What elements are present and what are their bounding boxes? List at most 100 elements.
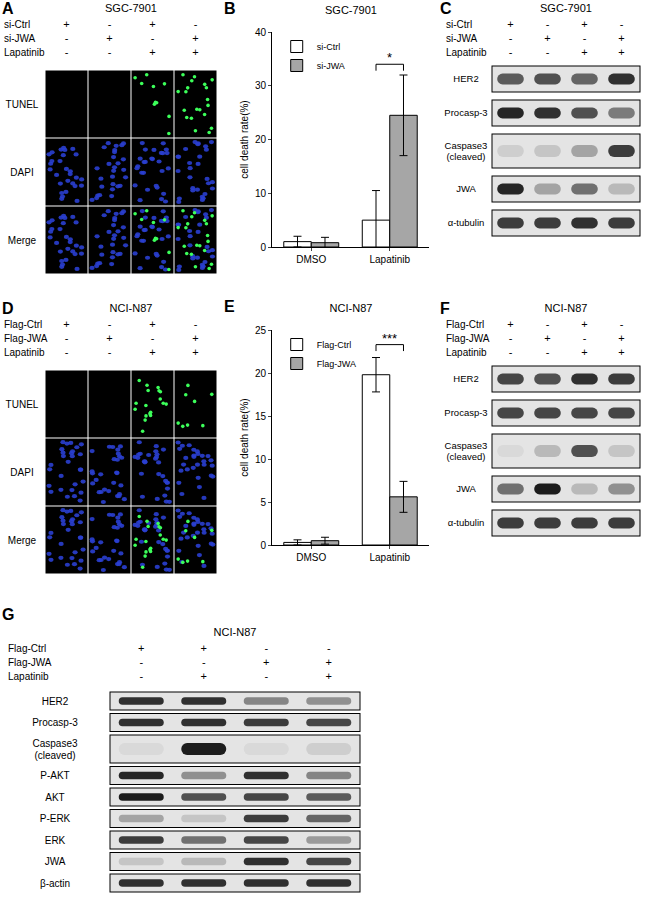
svg-text:10: 10: [255, 188, 267, 199]
svg-text:+: +: [618, 346, 624, 358]
svg-text:-: -: [620, 18, 624, 30]
svg-text:-: -: [194, 18, 198, 30]
svg-text:HER2: HER2: [453, 373, 478, 384]
svg-text:-: -: [546, 46, 550, 58]
svg-text:-: -: [509, 46, 513, 58]
svg-text:Procasp-3: Procasp-3: [444, 107, 487, 118]
svg-text:si-Ctrl: si-Ctrl: [317, 42, 341, 52]
svg-text:Lapatinib: Lapatinib: [8, 671, 49, 682]
svg-text:+: +: [149, 346, 155, 358]
svg-text:+: +: [192, 32, 198, 44]
svg-text:Procasp-3: Procasp-3: [444, 407, 487, 418]
svg-text:+: +: [192, 46, 198, 58]
svg-text:-: -: [509, 32, 513, 44]
svg-text:+: +: [581, 46, 587, 58]
svg-text:-: -: [264, 670, 268, 682]
svg-text:(cleaved): (cleaved): [34, 750, 75, 761]
svg-text:JWA: JWA: [456, 483, 476, 494]
svg-text:ERK: ERK: [45, 835, 66, 846]
svg-text:+: +: [581, 318, 587, 330]
svg-text:5: 5: [260, 497, 266, 508]
svg-text:+: +: [192, 346, 198, 358]
svg-text:Caspase3: Caspase3: [445, 440, 488, 451]
svg-text:Lapatinib: Lapatinib: [4, 347, 45, 358]
svg-text:TUNEL: TUNEL: [6, 399, 39, 410]
svg-text:A: A: [2, 0, 14, 17]
svg-text:-: -: [509, 346, 513, 358]
svg-text:SGC-7901: SGC-7901: [105, 2, 157, 14]
svg-text:-: -: [509, 332, 513, 344]
svg-text:-: -: [65, 346, 69, 358]
svg-text:+: +: [326, 670, 332, 682]
svg-text:Merge: Merge: [8, 535, 37, 546]
svg-text:DMSO: DMSO: [296, 254, 326, 265]
svg-text:AKT: AKT: [45, 792, 64, 803]
svg-text:30: 30: [255, 80, 267, 91]
svg-text:-: -: [194, 318, 198, 330]
svg-text:+: +: [106, 32, 112, 44]
svg-text:SGC-7901: SGC-7901: [540, 2, 592, 14]
svg-text:*: *: [387, 50, 392, 65]
svg-text:+: +: [326, 656, 332, 668]
svg-text:+: +: [618, 32, 624, 44]
svg-text:Lapatinib: Lapatinib: [446, 347, 487, 358]
svg-text:+: +: [149, 46, 155, 58]
svg-text:-: -: [108, 18, 112, 30]
svg-text:+: +: [618, 332, 624, 344]
svg-text:HER2: HER2: [42, 696, 69, 707]
svg-text:-: -: [620, 318, 624, 330]
svg-text:-: -: [139, 656, 143, 668]
svg-text:DMSO: DMSO: [296, 552, 326, 563]
svg-text:si-Ctrl: si-Ctrl: [446, 19, 472, 30]
svg-text:cell death rate(%): cell death rate(%): [239, 398, 250, 476]
svg-text:Lapatinib: Lapatinib: [446, 47, 487, 58]
svg-text:Caspase3: Caspase3: [32, 738, 77, 749]
svg-text:JWA: JWA: [456, 183, 476, 194]
svg-text:Flag-JWA: Flag-JWA: [446, 333, 490, 344]
svg-text:-: -: [546, 18, 550, 30]
svg-text:-: -: [202, 656, 206, 668]
svg-text:Flag-Ctrl: Flag-Ctrl: [317, 340, 352, 350]
svg-text:+: +: [544, 332, 550, 344]
svg-text:JWA: JWA: [45, 856, 66, 867]
svg-text:0: 0: [260, 242, 266, 253]
svg-text:-: -: [151, 32, 155, 44]
svg-text:+: +: [63, 318, 69, 330]
svg-text:SGC-7901: SGC-7901: [325, 4, 377, 16]
svg-text:+: +: [581, 18, 587, 30]
svg-text:15: 15: [255, 411, 267, 422]
svg-text:-: -: [546, 346, 550, 358]
svg-text:+: +: [201, 670, 207, 682]
svg-text:-: -: [327, 642, 331, 654]
svg-text:+: +: [544, 32, 550, 44]
svg-text:Flag-JWA: Flag-JWA: [8, 657, 52, 668]
svg-text:Flag-Ctrl: Flag-Ctrl: [4, 319, 42, 330]
svg-text:25: 25: [255, 325, 267, 336]
svg-text:C: C: [440, 0, 452, 17]
svg-text:-: -: [65, 332, 69, 344]
svg-text:+: +: [192, 332, 198, 344]
svg-text:E: E: [224, 298, 235, 315]
svg-text:F: F: [440, 300, 450, 317]
svg-text:-: -: [264, 642, 268, 654]
svg-text:P-ERK: P-ERK: [40, 813, 71, 824]
svg-text:-: -: [583, 32, 587, 44]
svg-text:-: -: [139, 670, 143, 682]
svg-text:B: B: [224, 0, 236, 17]
svg-text:+: +: [263, 656, 269, 668]
svg-text:β-actin: β-actin: [40, 878, 70, 889]
svg-text:NCI-N87: NCI-N87: [110, 302, 153, 314]
svg-text:+: +: [201, 642, 207, 654]
svg-text:Flag-JWA: Flag-JWA: [4, 333, 48, 344]
svg-text:+: +: [149, 18, 155, 30]
svg-text:Lapatinib: Lapatinib: [369, 552, 410, 563]
svg-text:DAPI: DAPI: [10, 467, 33, 478]
svg-text:-: -: [65, 32, 69, 44]
svg-text:-: -: [108, 318, 112, 330]
svg-text:G: G: [2, 606, 14, 623]
svg-text:0: 0: [260, 540, 266, 551]
svg-text:cell death rate(%): cell death rate(%): [239, 100, 250, 178]
svg-text:-: -: [151, 332, 155, 344]
svg-text:DAPI: DAPI: [10, 167, 33, 178]
svg-text:(cleaved): (cleaved): [446, 451, 485, 462]
